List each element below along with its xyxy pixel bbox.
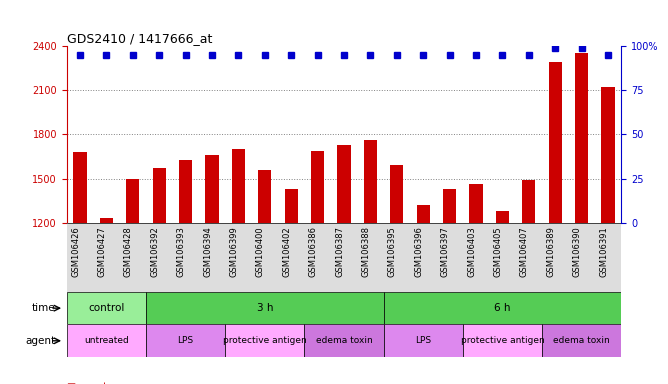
Bar bbox=[305, 324, 383, 357]
Text: GSM106403: GSM106403 bbox=[467, 226, 476, 277]
Text: GSM106387: GSM106387 bbox=[335, 226, 344, 277]
Text: time: time bbox=[32, 303, 55, 313]
Text: GSM106391: GSM106391 bbox=[599, 226, 608, 277]
Text: GSM106399: GSM106399 bbox=[229, 226, 238, 277]
Bar bbox=[383, 324, 463, 357]
Text: GSM106395: GSM106395 bbox=[388, 226, 397, 277]
Bar bbox=[337, 145, 351, 223]
Bar bbox=[146, 292, 383, 324]
Bar bbox=[259, 170, 271, 223]
Text: untreated: untreated bbox=[84, 336, 129, 345]
Text: GSM106400: GSM106400 bbox=[256, 226, 265, 277]
Text: 3 h: 3 h bbox=[257, 303, 273, 313]
Bar bbox=[126, 179, 140, 223]
Bar bbox=[522, 180, 536, 223]
Text: GSM106388: GSM106388 bbox=[361, 226, 371, 277]
Text: protective antigen: protective antigen bbox=[460, 336, 544, 345]
Bar bbox=[463, 324, 542, 357]
Bar bbox=[67, 324, 146, 357]
Text: GSM106402: GSM106402 bbox=[282, 226, 291, 277]
Text: GSM106428: GSM106428 bbox=[124, 226, 133, 277]
Text: protective antigen: protective antigen bbox=[223, 336, 307, 345]
Text: 6 h: 6 h bbox=[494, 303, 510, 313]
Bar bbox=[285, 189, 298, 223]
Bar bbox=[542, 324, 621, 357]
Text: GSM106405: GSM106405 bbox=[494, 226, 502, 277]
Bar bbox=[152, 168, 166, 223]
Bar bbox=[548, 62, 562, 223]
Text: GSM106396: GSM106396 bbox=[414, 226, 424, 277]
Bar bbox=[364, 140, 377, 223]
Text: edema toxin: edema toxin bbox=[553, 336, 610, 345]
Text: GSM106389: GSM106389 bbox=[546, 226, 555, 277]
Bar bbox=[417, 205, 430, 223]
Text: LPS: LPS bbox=[415, 336, 432, 345]
Text: GSM106407: GSM106407 bbox=[520, 226, 529, 277]
Text: GSM106426: GSM106426 bbox=[71, 226, 80, 277]
Bar bbox=[67, 292, 146, 324]
Text: GSM106427: GSM106427 bbox=[98, 226, 106, 277]
Bar bbox=[100, 218, 113, 223]
Text: GSM106394: GSM106394 bbox=[203, 226, 212, 277]
Bar bbox=[206, 155, 218, 223]
Text: control: control bbox=[88, 303, 125, 313]
Text: ■ count: ■ count bbox=[67, 382, 107, 384]
Text: LPS: LPS bbox=[178, 336, 194, 345]
Bar bbox=[443, 189, 456, 223]
Bar bbox=[146, 324, 225, 357]
Bar bbox=[496, 211, 509, 223]
Bar bbox=[73, 152, 87, 223]
Bar bbox=[179, 160, 192, 223]
Bar bbox=[601, 87, 615, 223]
Bar bbox=[390, 165, 403, 223]
Text: agent: agent bbox=[25, 336, 55, 346]
Text: GSM106390: GSM106390 bbox=[572, 226, 582, 277]
Text: GSM106392: GSM106392 bbox=[150, 226, 159, 277]
Bar bbox=[311, 151, 324, 223]
Bar bbox=[383, 292, 621, 324]
Bar bbox=[470, 184, 483, 223]
Text: GSM106397: GSM106397 bbox=[441, 226, 450, 277]
Text: GSM106393: GSM106393 bbox=[176, 226, 186, 277]
Text: GSM106386: GSM106386 bbox=[309, 226, 317, 277]
Bar bbox=[232, 149, 245, 223]
Bar bbox=[575, 53, 589, 223]
Text: edema toxin: edema toxin bbox=[316, 336, 372, 345]
Bar bbox=[225, 324, 305, 357]
Text: GDS2410 / 1417666_at: GDS2410 / 1417666_at bbox=[67, 32, 212, 45]
